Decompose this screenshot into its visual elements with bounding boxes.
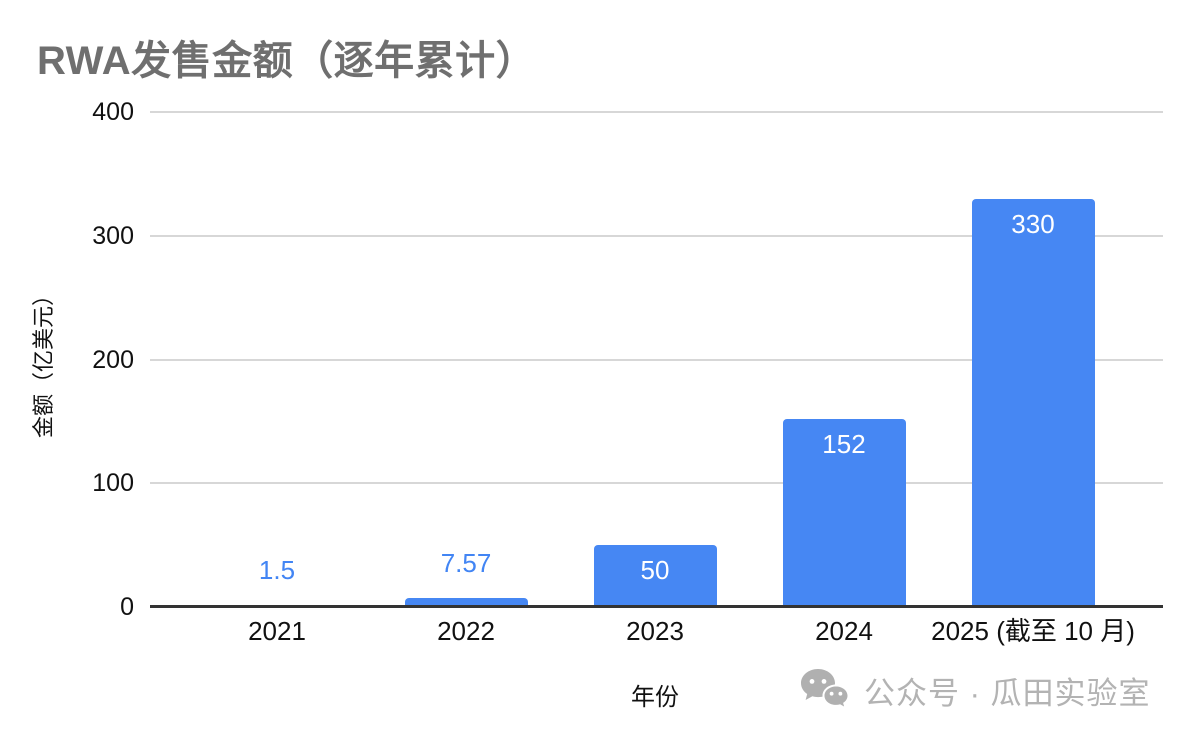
bar [593,545,717,607]
y-tick-label: 0 [120,593,134,621]
x-axis-line [150,605,1163,608]
x-tick-label: 2021 [248,616,306,646]
bar [404,597,528,607]
y-tick-label: 200 [92,345,134,374]
bar [782,418,906,607]
gridline [150,358,1163,361]
bar-value-label: 50 [640,555,670,586]
bar-value-label: 152 [822,428,866,459]
x-axis-title: 年份 [631,684,679,711]
chart-title: RWA发售金额（逐年累计） [37,39,537,83]
y-tick-label: 400 [92,98,134,126]
gridline [150,234,1163,237]
gridline [150,111,1163,113]
bar [971,198,1095,607]
x-tick-label: 2023 [626,616,684,646]
bar-value-label: 1.5 [258,555,296,586]
bar-value-label: 330 [1011,208,1055,239]
x-tick-label: 2025 (截至 10 月) [931,616,1135,646]
x-tick-label: 2024 [815,616,873,646]
x-tick-label: 2022 [437,616,495,646]
gridline [150,482,1163,485]
y-tick-label: 100 [92,469,134,498]
watermark-text: 公众号 · 瓜田实验室 [864,675,1151,711]
wechat-icon [801,668,850,709]
bar-value-label: 7.57 [440,547,492,578]
y-tick-label: 300 [92,221,134,250]
watermark: 公众号 · 瓜田实验室 [799,666,1151,714]
